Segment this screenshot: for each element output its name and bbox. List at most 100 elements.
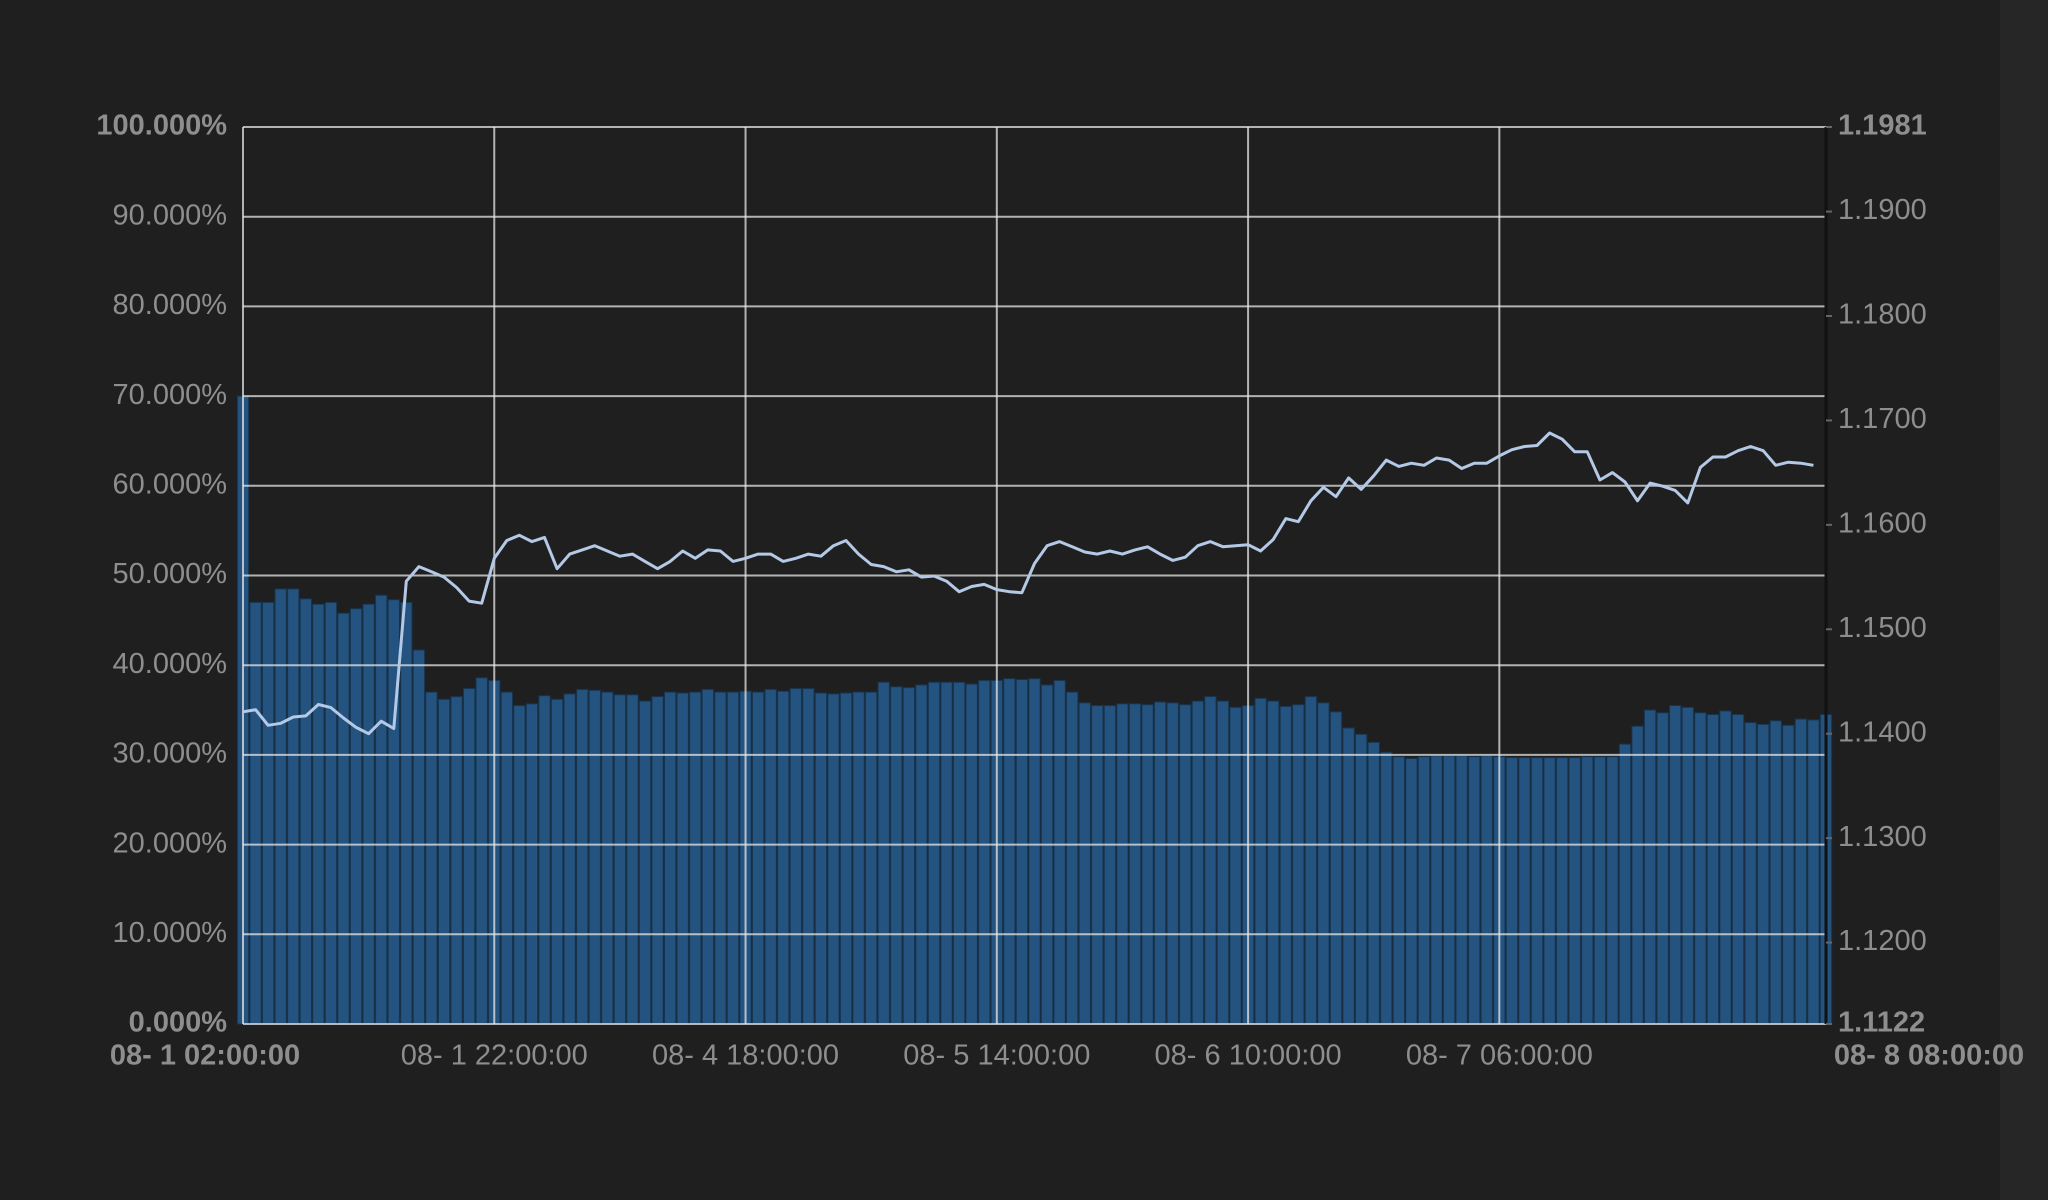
y-tick-label: 20.000% (113, 827, 228, 859)
bar (1354, 733, 1368, 1025)
bar (751, 691, 765, 1025)
bar (1593, 756, 1607, 1025)
bar (1329, 711, 1343, 1025)
bar (1216, 700, 1230, 1025)
bar (1794, 718, 1808, 1025)
bar (274, 588, 287, 1025)
bar (676, 692, 689, 1025)
y2-tick-label: 1.1800 (1838, 299, 1927, 331)
bar (525, 703, 539, 1025)
x-tick-label: 08- 7 06:00:00 (1406, 1040, 1593, 1072)
y2-tick-label: 1.1600 (1838, 508, 1927, 540)
bar (337, 612, 350, 1025)
y2-tick-label: 1.1122 (1838, 1007, 1925, 1039)
bar (1053, 679, 1066, 1025)
bar (1028, 678, 1041, 1025)
bar (1581, 756, 1594, 1025)
bar (1254, 697, 1267, 1025)
bar (1179, 704, 1192, 1025)
y-tick-label: 100.000% (96, 110, 227, 142)
bar (425, 691, 438, 1025)
bar (1480, 755, 1493, 1025)
bar (563, 693, 576, 1025)
bar (1442, 755, 1456, 1025)
x-tick-label: 08- 4 18:00:00 (652, 1040, 839, 1072)
bar (1116, 703, 1129, 1025)
bar (500, 691, 513, 1025)
bar (1669, 705, 1682, 1025)
bar (1757, 723, 1770, 1025)
bar (1204, 696, 1217, 1025)
bar (1141, 704, 1154, 1025)
bar (1769, 720, 1782, 1025)
bar (349, 608, 363, 1025)
y-tick-label: 70.000% (113, 379, 228, 411)
bar (550, 698, 564, 1025)
bar (387, 599, 400, 1025)
bar (1468, 756, 1481, 1025)
bar (1606, 756, 1619, 1025)
bar (1543, 757, 1556, 1025)
bar (1656, 712, 1669, 1025)
y2-tick-label: 1.1981 (1838, 110, 1927, 142)
bar (726, 691, 740, 1025)
bar (450, 696, 463, 1025)
y-tick-label: 50.000% (113, 558, 228, 590)
bar (1807, 719, 1820, 1025)
bar (1417, 756, 1431, 1025)
bar (839, 692, 853, 1025)
bar (1731, 714, 1745, 1025)
y2-tick-label: 1.1500 (1838, 612, 1927, 644)
bar (1191, 700, 1204, 1025)
bar (1066, 691, 1079, 1025)
y-tick-label: 80.000% (113, 289, 228, 321)
bar (714, 691, 727, 1025)
bar (827, 693, 840, 1025)
bar (576, 688, 589, 1025)
y-tick-label: 60.000% (113, 468, 228, 500)
x-tick-label: 08- 5 14:00:00 (903, 1040, 1090, 1072)
y-tick-label: 90.000% (113, 199, 228, 231)
bar (1040, 684, 1054, 1025)
x-tick-label: 08- 1 02:00:00 (110, 1040, 300, 1072)
bar (915, 684, 928, 1025)
bar (1292, 704, 1305, 1025)
bar (1267, 700, 1280, 1025)
bar (852, 691, 865, 1025)
bar (1304, 696, 1318, 1025)
y2-tick-label: 1.1700 (1838, 403, 1927, 435)
bar (312, 603, 325, 1025)
bar (1317, 702, 1330, 1025)
y2-tick-label: 1.1300 (1838, 821, 1927, 853)
bar (1015, 679, 1029, 1025)
bar (588, 689, 601, 1025)
line (242, 431, 1814, 736)
bar (664, 691, 677, 1025)
bar (1103, 705, 1117, 1025)
bar (814, 692, 828, 1025)
bar (1643, 709, 1657, 1025)
bar (1128, 703, 1142, 1025)
bar (1530, 757, 1544, 1025)
bar (1078, 702, 1091, 1025)
bar (651, 696, 664, 1025)
bar (927, 681, 941, 1025)
bar (1782, 724, 1795, 1025)
bar (1505, 757, 1519, 1025)
y-tick-label: 30.000% (113, 738, 228, 770)
bar (777, 690, 790, 1025)
bar (701, 688, 715, 1025)
bar (1091, 705, 1104, 1025)
y-tick-label: 10.000% (113, 917, 228, 949)
bar (1618, 743, 1632, 1025)
bar (1518, 757, 1531, 1025)
bar (462, 688, 476, 1025)
y-tick-label: 0.000% (129, 1007, 228, 1039)
bar (890, 686, 903, 1025)
bar (1430, 755, 1443, 1025)
y2-tick-label: 1.1900 (1838, 194, 1927, 226)
bar (764, 688, 777, 1025)
x-tick-label: 08- 6 10:00:00 (1155, 1040, 1342, 1072)
bar (802, 688, 815, 1025)
